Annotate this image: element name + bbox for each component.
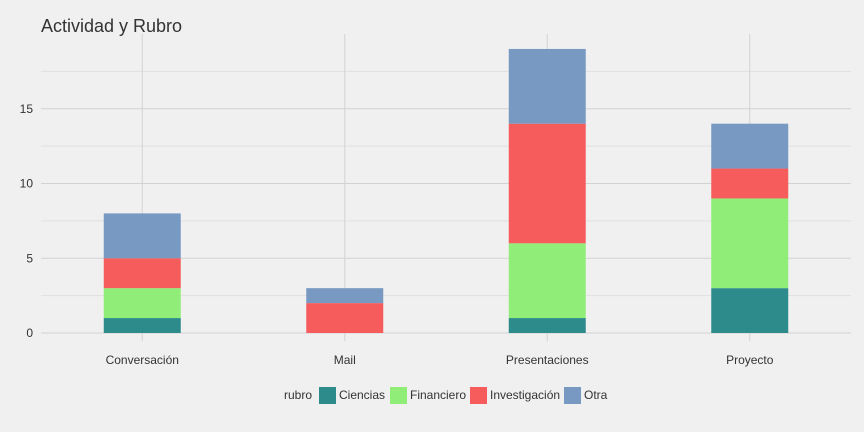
x-tick-label: Conversación	[106, 353, 179, 367]
legend-label: Ciencias	[339, 388, 385, 402]
y-tick-label: 0	[26, 326, 33, 340]
bar-segment	[103, 213, 181, 259]
legend-swatch	[319, 387, 336, 404]
bar-segment	[508, 318, 586, 333]
bar-segment	[508, 123, 586, 244]
legend-label: Otra	[584, 388, 608, 402]
bar-segment	[711, 123, 789, 169]
legend: rubro Ciencias Financiero Investigación Otra	[284, 387, 608, 404]
legend-swatch	[390, 387, 407, 404]
legend-swatch	[470, 387, 487, 404]
bar-segment	[103, 318, 181, 333]
bar-segment	[508, 243, 586, 319]
y-tick-label: 15	[20, 102, 34, 116]
x-tick-label: Mail	[334, 353, 356, 367]
legend-label: Financiero	[410, 388, 466, 402]
bar-segment	[711, 198, 789, 289]
bar-segment	[103, 258, 181, 289]
y-axis-ticks: 0 5 10 15	[20, 102, 34, 340]
legend-title: rubro	[284, 388, 312, 402]
bar-segment	[711, 168, 789, 199]
chart-title: Actividad y Rubro	[41, 16, 182, 36]
x-tick-label: Presentaciones	[506, 353, 589, 367]
bar-segment	[306, 288, 384, 304]
x-tick-label: Proyecto	[726, 353, 774, 367]
legend-swatch	[564, 387, 581, 404]
legend-label: Investigación	[490, 388, 560, 402]
y-tick-label: 5	[26, 251, 33, 265]
bar-segment	[711, 288, 789, 333]
bar-segment	[103, 288, 181, 319]
bar-segment	[508, 48, 586, 124]
y-tick-label: 10	[20, 177, 34, 191]
bar-segment	[306, 303, 384, 333]
x-axis-ticks: Conversación Mail Presentaciones Proyecto	[106, 353, 774, 367]
bars	[103, 48, 789, 333]
